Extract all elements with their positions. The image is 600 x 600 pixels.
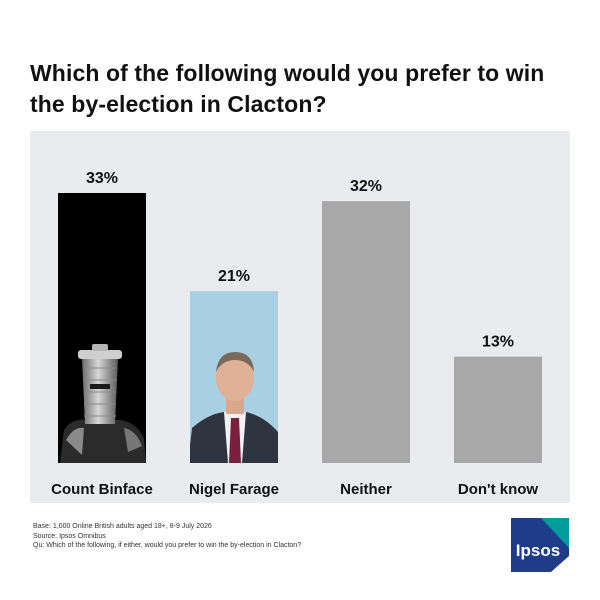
farage-neck (226, 398, 244, 414)
footnote-base: Base: 1,000 Online British adults aged 1… (33, 523, 212, 530)
category-label-neither: Neither (340, 481, 392, 498)
bar-don-t-know-fill (454, 356, 542, 463)
value-label-nigel-farage: 21% (218, 268, 250, 285)
ipsos-logo: Ipsos (511, 518, 569, 572)
binface-shoulder-plate (124, 428, 142, 452)
binface-bin-head (82, 358, 118, 424)
logo-text: Ipsos (516, 541, 560, 560)
binface-shoulder-plate (66, 427, 84, 455)
binface-lid-handle (92, 344, 108, 351)
category-label-nigel-farage: Nigel Farage (189, 481, 279, 498)
footnote-question: Qu: Which of the following, if either, w… (33, 542, 302, 549)
bar-neither (322, 201, 410, 463)
category-labels-group: Count Binface Nigel Farage Neither Don't kn… (51, 481, 538, 498)
footnotes: Base: 1,000 Online British adults aged 1… (33, 522, 301, 551)
value-labels-group: 33% 21% 32% 13% (86, 170, 514, 351)
bar-nigel-farage (190, 291, 278, 463)
footnote-source: Source: Ipsos Omnibus (33, 532, 106, 540)
farage-face (216, 355, 254, 401)
bar-neither-fill (322, 201, 410, 463)
value-label-count-binface: 33% (86, 170, 118, 187)
bar-count-binface (58, 193, 146, 463)
binface-bin-lid (78, 350, 122, 359)
farage-tie (229, 418, 241, 463)
category-label-don-t-know: Don't know (458, 481, 539, 498)
category-label-count-binface: Count Binface (51, 481, 153, 498)
farage-hair (216, 352, 254, 372)
nigel-farage-figure (190, 352, 278, 463)
bar-don-t-know (454, 356, 542, 463)
binface-visor (90, 384, 110, 389)
count-binface-figure (60, 344, 146, 463)
bars-group (58, 193, 542, 463)
chart-title: Which of the following would you prefer … (30, 60, 545, 117)
logo-accent (541, 518, 569, 548)
value-label-neither: 32% (350, 178, 382, 195)
value-label-don-t-know: 13% (482, 334, 514, 351)
